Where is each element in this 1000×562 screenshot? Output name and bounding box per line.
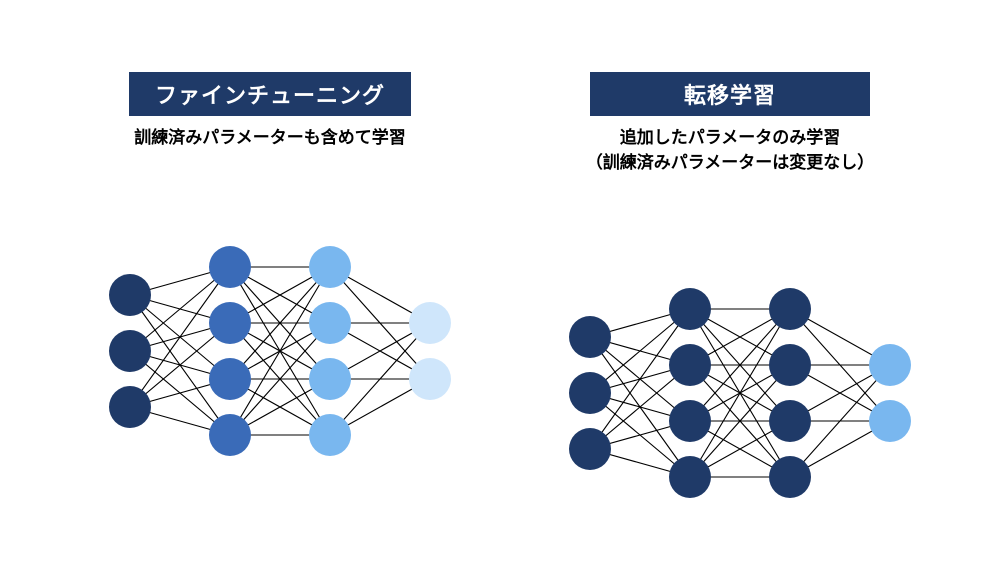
panel-fine-tuning: ファインチューニング 訓練済みパラメーターも含めて学習 <box>60 72 480 481</box>
nn-node-layer1-3 <box>669 456 711 498</box>
panel-transfer-learning: 転移学習 追加したパラメータのみ学習 （訓練済みパラメーターは変更なし） <box>520 72 940 523</box>
nn-node-layer0-0 <box>109 274 151 316</box>
subtitle-transfer-learning: 追加したパラメータのみ学習 （訓練済みパラメーターは変更なし） <box>520 126 940 175</box>
nn-node-layer2-0 <box>769 288 811 330</box>
nn-node-layer2-2 <box>769 400 811 442</box>
nn-node-layer2-0 <box>309 246 351 288</box>
title-bar-transfer-learning: 転移学習 <box>590 72 870 116</box>
nn-node-layer2-3 <box>309 414 351 456</box>
network-fine-tuning <box>80 221 460 481</box>
nn-node-layer1-2 <box>669 400 711 442</box>
title-bar-fine-tuning: ファインチューニング <box>129 72 411 116</box>
nn-node-layer0-1 <box>109 330 151 372</box>
subtitle-fine-tuning: 訓練済みパラメーターも含めて学習 <box>60 126 480 151</box>
nn-node-layer0-1 <box>569 372 611 414</box>
nn-node-layer3-0 <box>869 344 911 386</box>
nn-node-layer3-0 <box>409 302 451 344</box>
nn-node-layer1-2 <box>209 358 251 400</box>
nn-node-layer3-1 <box>869 400 911 442</box>
nn-node-layer2-3 <box>769 456 811 498</box>
nn-node-layer1-1 <box>669 344 711 386</box>
nn-node-layer2-1 <box>769 344 811 386</box>
nn-node-layer3-1 <box>409 358 451 400</box>
nn-node-layer0-0 <box>569 316 611 358</box>
nn-node-layer1-0 <box>209 246 251 288</box>
nn-node-layer1-1 <box>209 302 251 344</box>
nn-node-layer2-1 <box>309 302 351 344</box>
nn-node-layer1-3 <box>209 414 251 456</box>
nn-node-layer0-2 <box>569 428 611 470</box>
nn-node-layer2-2 <box>309 358 351 400</box>
nn-node-layer0-2 <box>109 386 151 428</box>
diagram-stage: ファインチューニング 訓練済みパラメーターも含めて学習 転移学習 追加したパラメ… <box>0 0 1000 562</box>
nn-node-layer1-0 <box>669 288 711 330</box>
network-transfer-learning <box>540 263 920 523</box>
